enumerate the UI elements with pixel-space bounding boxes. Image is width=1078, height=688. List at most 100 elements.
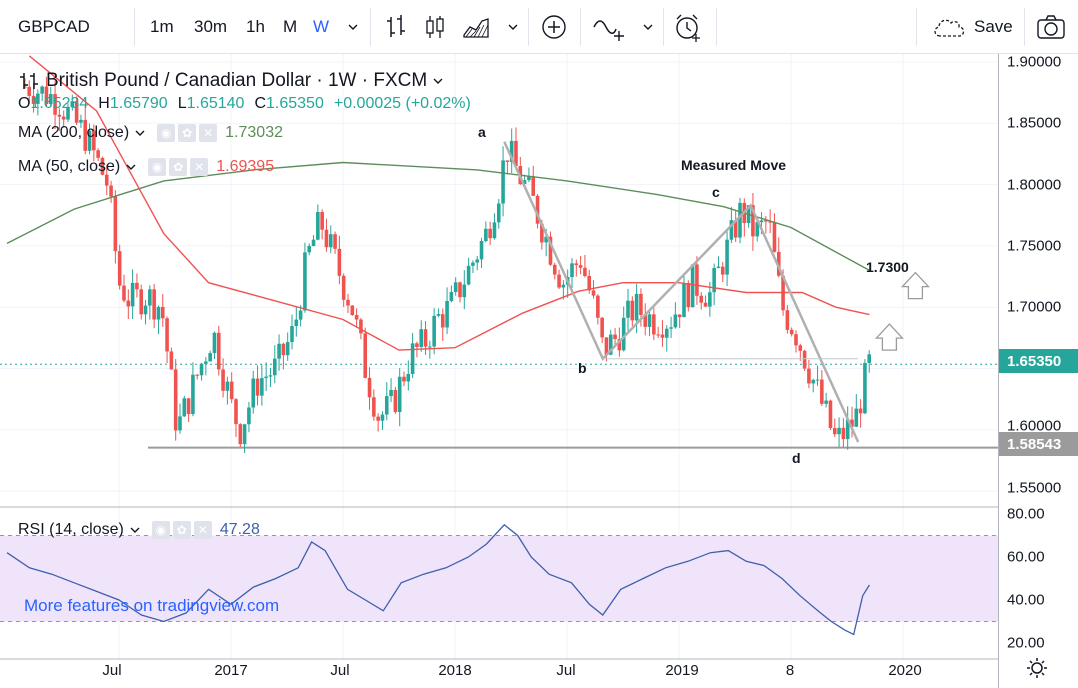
rsi-tick: 40.00: [1007, 591, 1045, 609]
eye-icon[interactable]: ◉: [148, 158, 167, 176]
snapshot-button[interactable]: [1036, 0, 1066, 54]
candle-body: [832, 428, 837, 435]
interval-30m-button[interactable]: 30m: [194, 0, 227, 54]
candle-body: [557, 274, 561, 288]
eye-icon[interactable]: ◉: [157, 124, 176, 142]
candle-body: [548, 236, 553, 265]
toolbar-divider: [580, 8, 581, 46]
price-tick: 1.90000: [1007, 53, 1062, 71]
symbol-search-button[interactable]: GBPCAD: [18, 0, 90, 54]
candle-body: [87, 130, 92, 151]
eye-icon[interactable]: ◉: [151, 521, 170, 539]
candle-style-button[interactable]: [423, 0, 447, 54]
candle-body: [798, 345, 803, 351]
chart-style-dropdown[interactable]: [506, 0, 520, 54]
rsi-legend[interactable]: RSI (14, close) ◉ ✿ ✕ 47.28: [18, 521, 260, 539]
chevron-down-icon: [643, 24, 653, 30]
ma50-legend[interactable]: MA (50, close) ◉ ✿ ✕ 1.69395: [18, 158, 274, 176]
close-icon[interactable]: ✕: [193, 521, 212, 539]
alert-button[interactable]: [674, 0, 702, 54]
bars-glyph-icon: [20, 73, 38, 89]
tradingview-watermark-link[interactable]: More features on tradingview.com: [24, 596, 279, 616]
bar-style-icon: [387, 15, 405, 37]
candle-body: [621, 317, 626, 351]
candle-body: [423, 329, 428, 347]
close-icon[interactable]: ✕: [199, 124, 218, 142]
candle-body: [660, 334, 665, 338]
candle-body: [673, 314, 678, 328]
add-indicator-button[interactable]: [540, 0, 568, 54]
candle-style-icon: [426, 16, 444, 38]
symbol-legend[interactable]: British Pound / Canadian Dollar · 1W · F…: [18, 70, 445, 92]
candle-body: [509, 140, 514, 162]
candle-body: [148, 289, 152, 306]
open-value: 1.65234: [30, 95, 89, 112]
save-button[interactable]: Save: [932, 0, 1013, 54]
candle-body: [669, 327, 673, 329]
close-icon[interactable]: ✕: [190, 158, 209, 176]
candle-body: [31, 95, 36, 104]
interval-dropdown-button[interactable]: [346, 0, 360, 54]
gear-icon[interactable]: ✿: [169, 158, 188, 176]
candle-body: [677, 314, 682, 318]
candle-body: [617, 339, 622, 351]
bar-style-button[interactable]: [384, 0, 408, 54]
price-chart[interactable]: [0, 54, 998, 688]
area-style-button[interactable]: [462, 0, 490, 54]
close-value: 1.65350: [266, 95, 324, 112]
candle-body: [471, 262, 475, 266]
candle-body: [298, 310, 303, 320]
candle-body: [389, 389, 393, 397]
price-tick: 1.85000: [1007, 114, 1062, 132]
candle-body: [436, 314, 441, 316]
candle-body: [656, 334, 660, 336]
candle-body: [264, 376, 268, 379]
add-indicator-icon: [542, 15, 566, 39]
candle-body: [501, 160, 505, 204]
price-tick: 1.60000: [1007, 417, 1062, 435]
chevron-down-icon: [348, 24, 358, 30]
candle-body: [462, 284, 467, 298]
candle-body: [690, 264, 695, 308]
candle-body: [160, 306, 165, 319]
candle-body: [341, 275, 346, 300]
ma50-line: [28, 55, 870, 351]
candle-body: [44, 86, 49, 105]
compare-button[interactable]: [592, 0, 626, 54]
chevron-down-icon: [508, 24, 518, 30]
candle-body: [61, 116, 66, 120]
candle-body: [354, 315, 359, 320]
candle-body: [216, 332, 221, 370]
candle-body: [212, 332, 217, 354]
settings-gear-icon[interactable]: [1025, 656, 1049, 680]
time-tick: 8: [785, 662, 795, 679]
candle-body: [74, 101, 79, 123]
interval-1m-button[interactable]: 1m: [150, 0, 174, 54]
toolbar-divider: [916, 8, 917, 46]
interval-weekly-button[interactable]: W: [313, 0, 329, 54]
interval-1m-label: 1m: [150, 17, 174, 36]
candle-body: [57, 114, 62, 117]
compare-dropdown[interactable]: [641, 0, 655, 54]
gear-icon[interactable]: ✿: [178, 124, 197, 142]
candle-body: [776, 251, 781, 276]
interval-monthly-button[interactable]: M: [283, 0, 297, 54]
candle-body: [583, 267, 587, 276]
candle-body: [492, 222, 497, 239]
candle-body: [484, 228, 488, 241]
time-tick: 2020: [888, 662, 922, 679]
gear-icon[interactable]: ✿: [172, 521, 191, 539]
candle-body: [311, 239, 316, 246]
candle-body: [419, 329, 424, 347]
candle-body: [208, 353, 212, 362]
candle-body: [195, 374, 200, 376]
candle-body: [751, 205, 755, 237]
time-tick: 2019: [665, 662, 699, 679]
interval-1h-button[interactable]: 1h: [246, 0, 265, 54]
candle-body: [182, 398, 187, 417]
candle-body: [260, 378, 264, 396]
ma200-legend[interactable]: MA (200, close) ◉ ✿ ✕ 1.73032: [18, 124, 283, 142]
candle-body: [820, 379, 824, 404]
price-axis[interactable]: 1.90000 1.85000 1.80000 1.75000 1.70000 …: [998, 54, 1078, 688]
chart-area[interactable]: [0, 54, 998, 688]
